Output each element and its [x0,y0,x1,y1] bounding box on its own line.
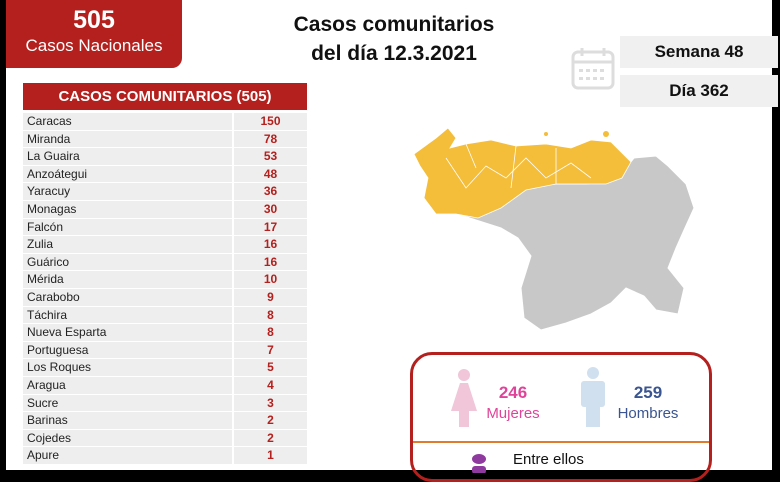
state-cases: 150 [234,113,307,131]
table-row: Cojedes 2 [23,429,307,448]
state-name: Carabobo [23,288,232,307]
man-icon [581,367,605,427]
men-count: 259 [633,383,663,402]
women-count: 246 [498,383,528,402]
state-cases: 1 [234,447,307,465]
women-label: Mujeres [486,405,540,422]
state-cases: 8 [234,306,307,325]
table-row: Yaracuy 36 [23,183,307,201]
among-label: Entre ellos [513,451,584,468]
state-name: Cojedes [23,429,232,448]
men-label: Hombres [617,405,679,422]
state-cases: 7 [234,341,307,360]
map-region-north [413,127,632,219]
page: 505 Casos Nacionales Casos comunitarios … [6,0,778,482]
state-cases: 36 [234,183,307,201]
state-name: Yaracuy [23,183,232,201]
table-row: Barinas 2 [23,412,307,430]
state-cases: 30 [234,200,307,219]
table-row: Monagas 30 [23,200,307,219]
table-row: Nueva Esparta 8 [23,324,307,342]
state-name: Monagas [23,200,232,219]
state-cases: 10 [234,271,307,289]
person-icon [472,454,486,473]
title-line2: del día 12.3.2021 [311,42,477,65]
state-cases: 48 [234,165,307,184]
state-name: Aragua [23,376,232,395]
state-cases: 2 [234,412,307,430]
state-cases: 16 [234,253,307,272]
venezuela-map [413,127,695,331]
table-row: Guárico 16 [23,253,307,272]
table-row: Mérida 10 [23,271,307,289]
state-name: Falcón [23,218,232,237]
table-row: Táchira 8 [23,306,307,325]
woman-icon [451,369,477,427]
state-name: Mérida [23,271,232,289]
table-row: Zulia 16 [23,236,307,254]
state-name: Barinas [23,412,232,430]
calendar-icon [571,48,615,90]
state-name: Nueva Esparta [23,324,232,342]
state-cases: 4 [234,376,307,395]
table-row: Miranda 78 [23,130,307,149]
day-label: Día 362 [620,75,778,107]
page-title: Casos comunitarios del día 12.3.2021 [274,10,514,68]
table-row: Anzoátegui 48 [23,165,307,184]
table-row: Caracas 150 [23,113,307,131]
state-name: Zulia [23,236,232,254]
state-name: Táchira [23,306,232,325]
state-cases: 2 [234,429,307,448]
table-row: Portuguesa 7 [23,341,307,360]
table-row: Apure 1 [23,447,307,465]
cases-table: Caracas 150 Miranda 78 La Guaira 53 Anzoátegui… [23,113,307,465]
table-row: Los Roques 5 [23,359,307,377]
state-name: Caracas [23,113,232,131]
national-label: Casos Nacionales [25,36,163,55]
national-cases-box: 505 Casos Nacionales [6,0,182,68]
state-name: Guárico [23,253,232,272]
week-label: Semana 48 [620,36,778,68]
state-cases: 3 [234,394,307,413]
state-name: Portuguesa [23,341,232,360]
state-name: Los Roques [23,359,232,377]
state-cases: 9 [234,288,307,307]
title-line1: Casos comunitarios [293,13,495,36]
state-cases: 16 [234,236,307,254]
divider [413,441,709,443]
state-name: La Guaira [23,148,232,166]
table-row: Sucre 3 [23,394,307,413]
state-name: Miranda [23,130,232,149]
gender-box: 246 Mujeres 259 Hombres Entre ellos [410,352,712,482]
table-header: CASOS COMUNITARIOS (505) [23,83,307,110]
table-row: Falcón 17 [23,218,307,237]
state-cases: 17 [234,218,307,237]
table-row: Aragua 4 [23,376,307,395]
state-cases: 53 [234,148,307,166]
state-name: Anzoátegui [23,165,232,184]
state-cases: 5 [234,359,307,377]
table-row: Carabobo 9 [23,288,307,307]
state-cases: 78 [234,130,307,149]
state-name: Sucre [23,394,232,413]
national-count: 505 [73,6,115,34]
state-name: Apure [23,447,232,465]
state-cases: 8 [234,324,307,342]
table-row: La Guaira 53 [23,148,307,166]
